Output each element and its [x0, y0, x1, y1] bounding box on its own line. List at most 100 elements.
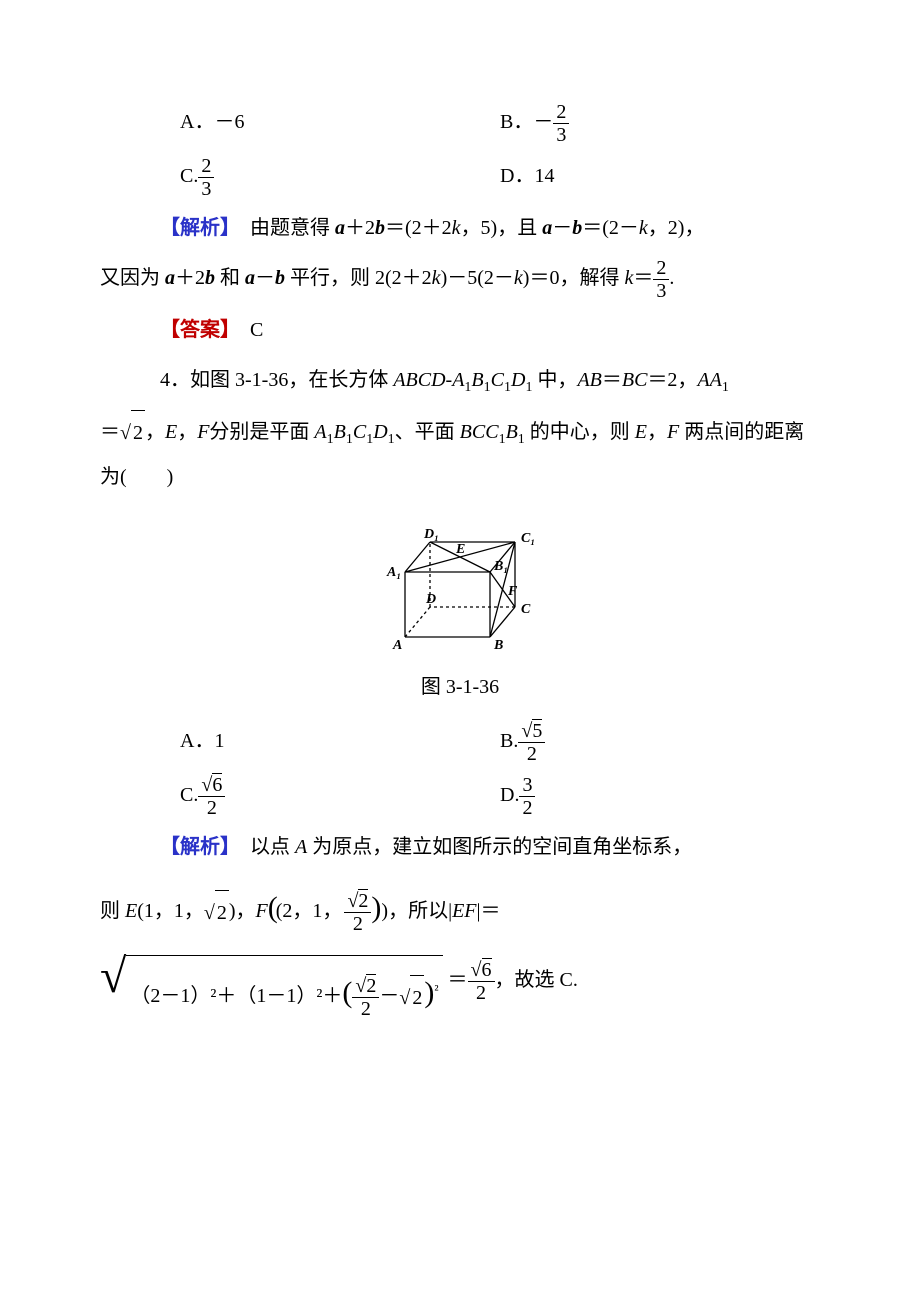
q3-analysis-line2: 又因为 a＋2b 和 a－b 平行，则 2(2＋2k)－5(2－k)＝0，解得 … [100, 256, 820, 302]
t: ＝(2－ [582, 217, 639, 239]
t: ＝ [100, 421, 120, 443]
frac-den: 2 [198, 796, 225, 819]
t: ，5)，且 [461, 217, 543, 239]
q4-stem: 4．如图 3-1-36，在长方体 ABCD-A1B1C1D1 中，AB＝BC＝2… [160, 358, 820, 404]
q3-option-d: D．14 [500, 154, 820, 200]
t: ² [434, 984, 438, 999]
svg-text:F: F [507, 584, 518, 599]
sub: 1 [327, 432, 334, 447]
q4-stem-line2: ＝√2，E，F分别是平面 A1B1C1D1、平面 BCC1B1 的中心，则 E，… [100, 410, 820, 500]
sqrt2: √2 [204, 890, 229, 935]
q3-option-c: C.23 [180, 154, 500, 200]
var-k: k [452, 217, 461, 239]
t: |＝ [477, 900, 501, 922]
t: ＝ [633, 267, 653, 289]
t: ＝(2＋2 [385, 217, 452, 239]
svg-text:C₁: C₁ [521, 531, 535, 546]
sub: 1 [388, 432, 395, 447]
t: ＋2 [345, 217, 375, 239]
rparen: ) [371, 891, 381, 924]
answer-value: C [250, 319, 263, 341]
t: 以点 [250, 836, 295, 858]
sqrt-body: 2 [215, 890, 229, 935]
t: － [379, 985, 399, 1007]
t: D [373, 421, 387, 443]
t: ， [647, 421, 667, 443]
vec-a: a [245, 267, 255, 289]
frac-num: 2 [553, 101, 569, 123]
q3-b-frac: 23 [553, 101, 569, 146]
t: C. [180, 784, 198, 806]
vec-a: a [542, 217, 552, 239]
var-k: k [514, 267, 523, 289]
t: 4．如图 3-1-36，在长方体 [160, 369, 393, 391]
t: － [552, 217, 572, 239]
t: ，2)， [648, 217, 705, 239]
vec-b: b [275, 267, 285, 289]
t: (1，1， [137, 900, 204, 922]
q4-option-d: D.32 [500, 773, 820, 819]
t: 、平面 [395, 421, 460, 443]
q3-answer: 【答案】 C [160, 308, 820, 352]
q3-options-row2: C.23 D．14 [180, 154, 820, 200]
rparen: ) [424, 976, 434, 1009]
F: F [197, 421, 209, 443]
q4-analysis-3: √ （2－1）²＋（1－1）²＋(√22－√2)² ＝√62，故选 C. [100, 947, 820, 1026]
t: ＝ [602, 369, 622, 391]
sqrt-body: 2 [131, 410, 145, 455]
E: E [635, 421, 647, 443]
svg-text:A₁: A₁ [386, 565, 401, 580]
frac-num: 2 [653, 257, 669, 279]
t: )－5(2－ [441, 267, 514, 289]
analysis-label: 【解析】 [160, 217, 230, 239]
frac-den: 2 [518, 742, 545, 765]
var-k: k [624, 267, 633, 289]
sqrt-body: 2 [366, 974, 376, 997]
frac: 32 [519, 774, 535, 819]
frac-num: 2 [198, 155, 214, 177]
t: B. [500, 730, 518, 752]
q3-b-prefix: B．－ [500, 111, 553, 133]
t: . [669, 267, 674, 289]
vec-a: a [335, 217, 345, 239]
t: )，所以| [381, 900, 452, 922]
t: － [255, 267, 275, 289]
sub: 1 [722, 380, 729, 395]
q3-option-b: B．－23 [500, 100, 820, 146]
frac-num: 3 [519, 774, 535, 796]
frac: √22 [344, 890, 371, 935]
t: A [314, 421, 326, 443]
t: 又因为 [100, 267, 165, 289]
t: 分别是平面 [209, 421, 314, 443]
t: B [471, 369, 483, 391]
q3-c-prefix: C. [180, 165, 198, 187]
solid: ABCD-A [393, 369, 464, 391]
frac-den: 3 [653, 279, 669, 302]
EF: EF [452, 900, 476, 922]
t: ＋2 [175, 267, 205, 289]
frac-num: √2 [352, 975, 379, 997]
q3-ans-frac: 23 [653, 257, 669, 302]
sqrt-body: 2 [358, 889, 368, 912]
q4-option-b: B.√52 [500, 719, 820, 765]
t: 平行，则 2(2＋2 [285, 267, 432, 289]
vec-b: b [205, 267, 215, 289]
t: ＝ [448, 969, 468, 991]
figure-label: 图 3-1-36 [100, 665, 820, 709]
t: （2－1）²＋（1－1）²＋ [130, 985, 342, 1007]
t: 的中心，则 [525, 421, 635, 443]
svg-text:A: A [392, 638, 402, 653]
sub: 1 [346, 432, 353, 447]
BC: BC [622, 369, 648, 391]
E: E [165, 421, 177, 443]
frac-num: √2 [344, 890, 371, 912]
t: 和 [215, 267, 245, 289]
E: E [125, 900, 137, 922]
sub: 1 [504, 380, 511, 395]
svg-text:B₁: B₁ [493, 559, 508, 574]
q4-option-c: C.√62 [180, 773, 500, 819]
AA1: AA [697, 369, 721, 391]
sub: 1 [499, 432, 506, 447]
sqrt2: √2 [120, 410, 145, 455]
frac: √62 [198, 774, 225, 819]
